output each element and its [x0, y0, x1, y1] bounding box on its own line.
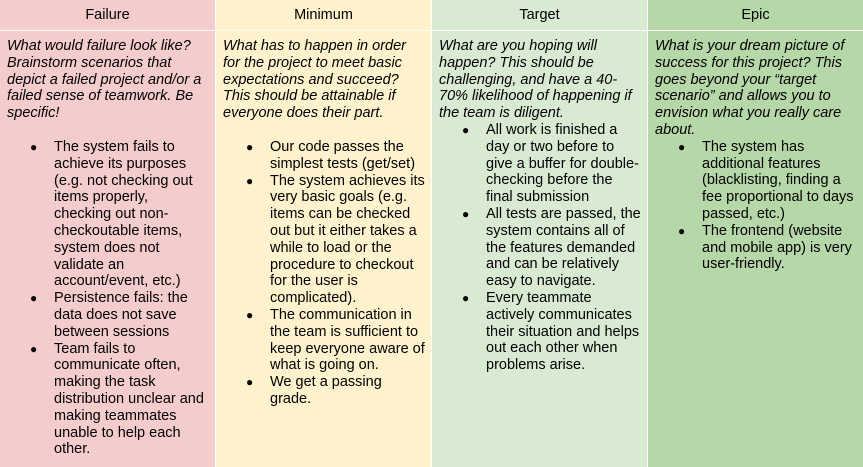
bullet-icon: ● — [678, 139, 686, 154]
bullet-icon: ● — [30, 341, 38, 356]
column-target: What are you hoping will happen? This sh… — [432, 31, 648, 467]
list-item-text: The communication in the team is suffici… — [270, 306, 425, 374]
column-minimum: What has to happen in order for the proj… — [216, 31, 432, 467]
list-item-text: Team fails to communicate often, making … — [54, 340, 204, 458]
bullet-icon: ● — [246, 139, 254, 154]
list-item-text: The system has additional features (blac… — [702, 138, 854, 222]
header-epic-label: Epic — [741, 7, 770, 23]
bullet-icon: ● — [246, 173, 254, 188]
list-item-text: All tests are passed, the system contain… — [486, 205, 641, 290]
bullet-icon: ● — [462, 290, 470, 305]
list-item: ● Persistence fails: the data does not sa… — [7, 290, 209, 340]
list-item-text: Persistence fails: the data does not sav… — [54, 290, 188, 340]
header-target: Target — [432, 0, 648, 31]
header-epic: Epic — [648, 0, 863, 31]
list-item-text: Our code passes the simplest tests (get/… — [270, 138, 416, 172]
bullet-icon: ● — [246, 375, 254, 390]
header-minimum: Minimum — [216, 0, 432, 31]
minimum-list: ● Our code passes the simplest tests (get… — [223, 139, 425, 408]
list-item-text: All work is finished a day or two before… — [486, 121, 639, 206]
header-minimum-label: Minimum — [294, 7, 353, 23]
epic-list: ● The system has additional features (bla… — [655, 139, 857, 273]
bullet-icon: ● — [462, 122, 470, 137]
list-item: ● The system has additional features (bla… — [655, 139, 857, 223]
list-item: ● Every teammate actively communicates th… — [439, 290, 641, 374]
minimum-prompt: What has to happen in order for the proj… — [223, 38, 406, 122]
column-epic: What is your dream picture of success fo… — [648, 31, 863, 467]
list-item-text: The system achieves its very basic goals… — [270, 172, 425, 307]
column-failure: What would failure look like? Brainstorm… — [0, 31, 216, 467]
list-item: ● The communication in the team is suffic… — [223, 307, 425, 374]
list-item: ● Team fails to communicate often, making… — [7, 341, 209, 459]
failure-prompt: What would failure look like? Brainstorm… — [7, 38, 202, 122]
list-item: ● The frontend (website and mobile app) i… — [655, 223, 857, 273]
failure-list: ● The system fails to achieve its purpose… — [7, 139, 209, 458]
list-item: ● All work is finished a day or two befor… — [439, 122, 641, 206]
list-item-text: The system fails to achieve its purposes… — [54, 138, 193, 290]
list-item: ● We get a passing grade. — [223, 374, 425, 408]
epic-prompt: What is your dream picture of success fo… — [655, 38, 845, 138]
list-item-text: We get a passing grade. — [270, 374, 382, 407]
target-prompt: What are you hoping will happen? This sh… — [439, 38, 632, 122]
bullet-icon: ● — [462, 206, 470, 221]
list-item: ● All tests are passed, the system contai… — [439, 206, 641, 290]
bullet-icon: ● — [246, 307, 254, 322]
list-item-text: Every teammate actively communicates the… — [486, 289, 640, 374]
bullet-icon: ● — [678, 223, 686, 238]
header-target-label: Target — [519, 7, 560, 23]
list-item: ● The system achieves its very basic goal… — [223, 173, 425, 307]
bullet-icon: ● — [30, 139, 38, 154]
list-item-text: The frontend (website and mobile app) is… — [702, 222, 852, 273]
bullet-icon: ● — [30, 291, 38, 306]
list-item: ● Our code passes the simplest tests (get… — [223, 139, 425, 173]
header-failure-label: Failure — [85, 7, 130, 23]
header-failure: Failure — [0, 0, 216, 31]
list-item: ● The system fails to achieve its purpose… — [7, 139, 209, 290]
target-list: ● All work is finished a day or two befor… — [439, 122, 641, 374]
